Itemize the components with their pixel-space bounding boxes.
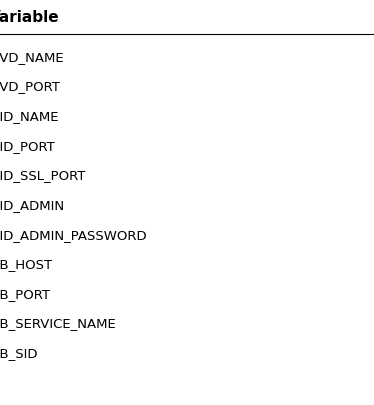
Text: OID_ADMIN: OID_ADMIN (0, 198, 64, 211)
Text: OID_NAME: OID_NAME (0, 110, 58, 123)
Text: OID_SSL_PORT: OID_SSL_PORT (0, 169, 85, 182)
Text: OB_SID: OB_SID (0, 346, 37, 359)
Text: OID_ADMIN_PASSWORD: OID_ADMIN_PASSWORD (0, 228, 146, 241)
Text: Variable: Variable (0, 10, 59, 25)
Text: OB_PORT: OB_PORT (0, 287, 50, 300)
Text: OVD_PORT: OVD_PORT (0, 80, 60, 93)
Text: OVD_NAME: OVD_NAME (0, 51, 64, 64)
Text: OB_HOST: OB_HOST (0, 258, 52, 271)
Text: OB_SERVICE_NAME: OB_SERVICE_NAME (0, 317, 116, 330)
Text: OID_PORT: OID_PORT (0, 139, 55, 152)
